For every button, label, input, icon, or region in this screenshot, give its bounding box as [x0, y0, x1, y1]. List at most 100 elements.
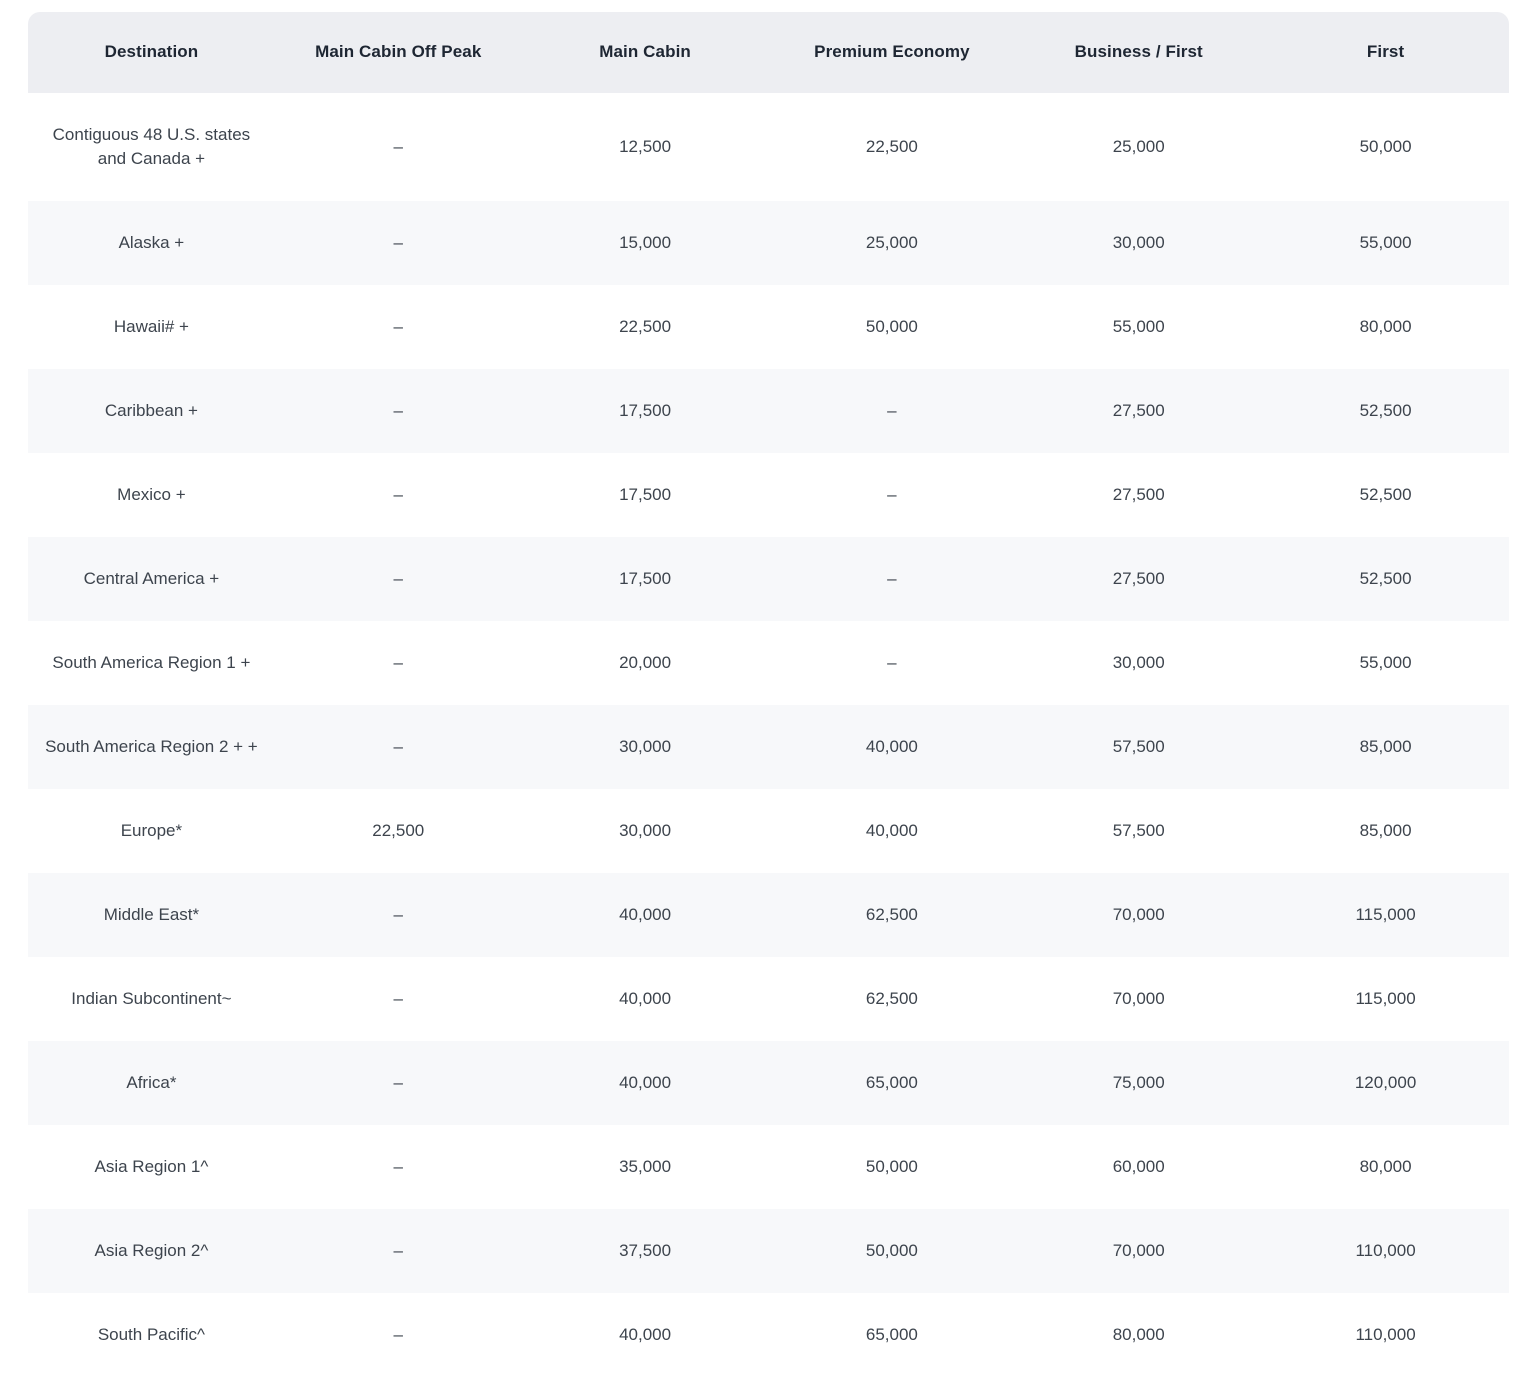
column-header-main-cabin-off-peak: Main Cabin Off Peak [274, 12, 522, 93]
destination-cell: South America Region 2 + + [45, 737, 258, 756]
value-cell-premium-economy: 40,000 [865, 821, 918, 840]
table-row: Alaska + – 15,000 25,000 30,000 55,000 [28, 201, 1509, 285]
value-cell-main-cabin-off-peak: – [393, 485, 403, 504]
value-cell-main-cabin: 17,500 [619, 485, 672, 504]
value-cell-first: 115,000 [1355, 989, 1416, 1008]
value-cell-main-cabin-off-peak: – [393, 737, 403, 756]
value-cell-main-cabin: 30,000 [619, 821, 672, 840]
destination-cell: Indian Subcontinent~ [71, 989, 232, 1008]
value-cell-main-cabin-off-peak: 22,500 [372, 821, 425, 840]
destination-cell: Europe* [120, 821, 183, 840]
value-cell-main-cabin: 22,500 [619, 317, 672, 336]
value-cell-main-cabin-off-peak: – [393, 1325, 403, 1344]
value-cell-premium-economy: – [887, 485, 897, 504]
value-cell-main-cabin: 40,000 [619, 1325, 672, 1344]
table-row: Contiguous 48 U.S. states and Canada + –… [28, 93, 1509, 201]
table-row: Caribbean + – 17,500 – 27,500 52,500 [28, 369, 1509, 453]
column-header-destination: Destination [28, 12, 275, 93]
value-cell-main-cabin-off-peak: – [393, 1157, 403, 1176]
value-cell-main-cabin-off-peak: – [393, 569, 403, 588]
value-cell-main-cabin-off-peak: – [393, 653, 403, 672]
value-cell-main-cabin: 17,500 [619, 401, 672, 420]
table-row: Mexico + – 17,500 – 27,500 52,500 [28, 453, 1509, 537]
value-cell-main-cabin: 20,000 [619, 653, 672, 672]
value-cell-first: 52,500 [1359, 485, 1412, 504]
value-cell-main-cabin-off-peak: – [393, 1241, 403, 1260]
table-row: Africa* – 40,000 65,000 75,000 120,000 [28, 1041, 1509, 1125]
column-header-premium-economy: Premium Economy [768, 12, 1016, 93]
value-cell-main-cabin-off-peak: – [393, 905, 403, 924]
destination-cell: Contiguous 48 U.S. states and Canada + [52, 125, 251, 168]
value-cell-premium-economy: 65,000 [865, 1325, 918, 1344]
destination-cell: Asia Region 2^ [94, 1241, 209, 1260]
destination-cell: Africa* [126, 1073, 177, 1092]
table-row: South America Region 2 + + – 30,000 40,0… [28, 705, 1509, 789]
value-cell-business-first: 25,000 [1112, 137, 1165, 156]
value-cell-first: 80,000 [1359, 317, 1412, 336]
value-cell-business-first: 30,000 [1112, 233, 1165, 252]
value-cell-main-cabin: 15,000 [619, 233, 672, 252]
value-cell-main-cabin-off-peak: – [393, 401, 403, 420]
value-cell-main-cabin: 40,000 [619, 905, 672, 924]
value-cell-business-first: 57,500 [1112, 737, 1165, 756]
value-cell-first: 80,000 [1359, 1157, 1412, 1176]
value-cell-first: 50,000 [1359, 137, 1412, 156]
value-cell-first: 55,000 [1359, 653, 1412, 672]
destination-cell: Asia Region 1^ [94, 1157, 209, 1176]
value-cell-first: 85,000 [1359, 821, 1412, 840]
value-cell-main-cabin: 40,000 [619, 1073, 672, 1092]
column-header-first: First [1262, 12, 1509, 93]
destination-cell: Caribbean + [104, 401, 198, 420]
value-cell-business-first: 57,500 [1112, 821, 1165, 840]
column-header-business-first: Business / First [1015, 12, 1263, 93]
destination-cell: Central America + [83, 569, 220, 588]
table-row: Middle East* – 40,000 62,500 70,000 115,… [28, 873, 1509, 957]
value-cell-main-cabin-off-peak: – [393, 137, 403, 156]
value-cell-premium-economy: 25,000 [865, 233, 918, 252]
value-cell-first: 55,000 [1359, 233, 1412, 252]
value-cell-main-cabin-off-peak: – [393, 989, 403, 1008]
value-cell-premium-economy: 50,000 [865, 1241, 918, 1260]
value-cell-main-cabin-off-peak: – [393, 1073, 403, 1092]
value-cell-premium-economy: 50,000 [865, 1157, 918, 1176]
value-cell-premium-economy: 50,000 [865, 317, 918, 336]
table-row: South America Region 1 + – 20,000 – 30,0… [28, 621, 1509, 705]
value-cell-business-first: 70,000 [1112, 905, 1165, 924]
value-cell-business-first: 70,000 [1112, 1241, 1165, 1260]
value-cell-main-cabin: 30,000 [619, 737, 672, 756]
value-cell-first: 52,500 [1359, 569, 1412, 588]
value-cell-first: 52,500 [1359, 401, 1412, 420]
value-cell-premium-economy: 22,500 [865, 137, 918, 156]
award-chart-table: Destination Main Cabin Off Peak Main Cab… [28, 12, 1509, 1377]
value-cell-first: 110,000 [1355, 1325, 1416, 1344]
value-cell-premium-economy: 40,000 [865, 737, 918, 756]
destination-cell: Mexico + [117, 485, 186, 504]
value-cell-business-first: 55,000 [1112, 317, 1165, 336]
value-cell-main-cabin: 17,500 [619, 569, 672, 588]
table-body: Contiguous 48 U.S. states and Canada + –… [28, 93, 1509, 1377]
value-cell-first: 120,000 [1354, 1073, 1417, 1092]
destination-cell: Middle East* [103, 905, 200, 924]
value-cell-premium-economy: 62,500 [865, 905, 918, 924]
table-header-row: Destination Main Cabin Off Peak Main Cab… [28, 12, 1509, 93]
value-cell-premium-economy: – [887, 401, 897, 420]
value-cell-business-first: 27,500 [1112, 569, 1165, 588]
destination-cell: Hawaii# + [113, 317, 189, 336]
value-cell-premium-economy: 62,500 [865, 989, 918, 1008]
value-cell-main-cabin: 37,500 [619, 1241, 672, 1260]
value-cell-first: 110,000 [1355, 1241, 1416, 1260]
value-cell-business-first: 70,000 [1112, 989, 1165, 1008]
table-row: Asia Region 2^ – 37,500 50,000 70,000 11… [28, 1209, 1509, 1293]
table-row: Europe* 22,500 30,000 40,000 57,500 85,0… [28, 789, 1509, 873]
destination-cell: Alaska + [118, 233, 185, 252]
table-row: Central America + – 17,500 – 27,500 52,5… [28, 537, 1509, 621]
column-header-main-cabin: Main Cabin [521, 12, 769, 93]
value-cell-business-first: 27,500 [1112, 485, 1165, 504]
value-cell-business-first: 60,000 [1112, 1157, 1165, 1176]
value-cell-first: 85,000 [1359, 737, 1412, 756]
value-cell-business-first: 80,000 [1112, 1325, 1165, 1344]
value-cell-main-cabin: 35,000 [619, 1157, 672, 1176]
value-cell-premium-economy: – [887, 653, 897, 672]
table-row: Indian Subcontinent~ – 40,000 62,500 70,… [28, 957, 1509, 1041]
table-row: Hawaii# + – 22,500 50,000 55,000 80,000 [28, 285, 1509, 369]
